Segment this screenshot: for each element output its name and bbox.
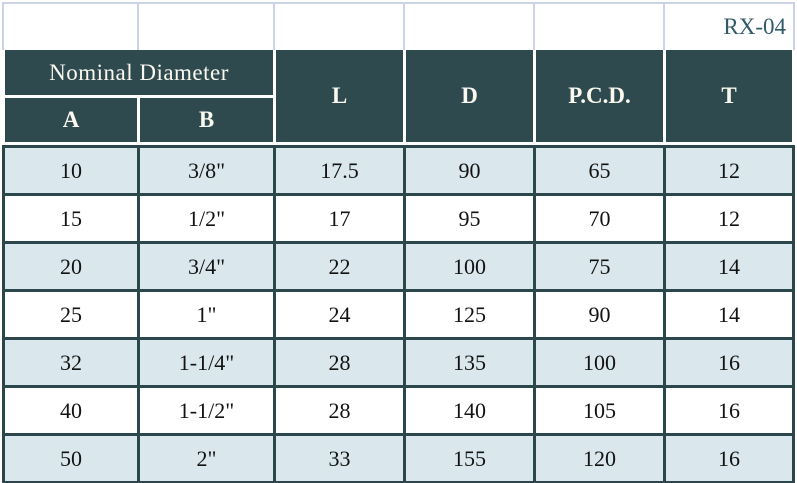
table-cell: 12 — [663, 145, 795, 196]
table-row: 40 1-1/2" 28 140 105 16 — [2, 388, 795, 436]
header-col-d: D — [403, 50, 533, 145]
header-group-row: Nominal Diameter L D P.C.D. T — [2, 50, 795, 145]
table-row: 15 1/2" 17 95 70 12 — [2, 196, 795, 244]
spacer-cell — [273, 2, 403, 50]
table-cell: 3/8" — [137, 145, 273, 196]
table-cell: 25 — [2, 292, 137, 340]
table-cell: 70 — [533, 196, 663, 244]
table-cell: 135 — [403, 340, 533, 388]
table-row: 25 1" 24 125 90 14 — [2, 292, 795, 340]
table-cell: 3/4" — [137, 244, 273, 292]
table-cell: 16 — [663, 340, 795, 388]
top-spacer-row: RX-04 — [2, 2, 795, 50]
table-cell: 1/2" — [137, 196, 273, 244]
table-cell: 33 — [273, 436, 403, 483]
table-cell: 50 — [2, 436, 137, 483]
header-col-t: T — [663, 50, 795, 145]
table-cell: 1" — [137, 292, 273, 340]
table-cell: 2" — [137, 436, 273, 483]
table-cell: 10 — [2, 145, 137, 196]
header-nominal-diameter: Nominal Diameter — [2, 50, 273, 98]
table-cell: 1-1/4" — [137, 340, 273, 388]
table-cell: 14 — [663, 292, 795, 340]
table-cell: 100 — [403, 244, 533, 292]
table-cell: 16 — [663, 388, 795, 436]
spacer-cell — [137, 2, 273, 50]
table-cell: 1-1/2" — [137, 388, 273, 436]
header-sub-row: A B — [2, 98, 795, 145]
table-cell: 16 — [663, 436, 795, 483]
table-cell: 15 — [2, 196, 137, 244]
table-cell: 140 — [403, 388, 533, 436]
table-cell: 28 — [273, 340, 403, 388]
table-cell: 12 — [663, 196, 795, 244]
table-cell: 100 — [533, 340, 663, 388]
table-row: 32 1-1/4" 28 135 100 16 — [2, 340, 795, 388]
table-cell: 20 — [2, 244, 137, 292]
header-col-b: B — [137, 98, 273, 145]
table-cell: 75 — [533, 244, 663, 292]
table-cell: 28 — [273, 388, 403, 436]
table-cell: 32 — [2, 340, 137, 388]
table-cell: 65 — [533, 145, 663, 196]
table-cell: 120 — [533, 436, 663, 483]
table-cell: 155 — [403, 436, 533, 483]
table-cell: 125 — [403, 292, 533, 340]
header-col-l: L — [273, 50, 403, 145]
table-cell: 17 — [273, 196, 403, 244]
table-cell: 95 — [403, 196, 533, 244]
table-cell: 22 — [273, 244, 403, 292]
table-cell: 105 — [533, 388, 663, 436]
header-col-a: A — [2, 98, 137, 145]
table-cell: 14 — [663, 244, 795, 292]
table-row: 10 3/8" 17.5 90 65 12 — [2, 145, 795, 196]
table-cell: 90 — [533, 292, 663, 340]
table-cell: 24 — [273, 292, 403, 340]
header-col-pcd: P.C.D. — [533, 50, 663, 145]
model-code-label: RX-04 — [663, 2, 795, 50]
table-row: 50 2" 33 155 120 16 — [2, 436, 795, 483]
table-cell: 90 — [403, 145, 533, 196]
spacer-cell — [2, 2, 137, 50]
table-cell: 17.5 — [273, 145, 403, 196]
table-row: 20 3/4" 22 100 75 14 — [2, 244, 795, 292]
spacer-cell — [533, 2, 663, 50]
spacer-cell — [403, 2, 533, 50]
table-cell: 40 — [2, 388, 137, 436]
